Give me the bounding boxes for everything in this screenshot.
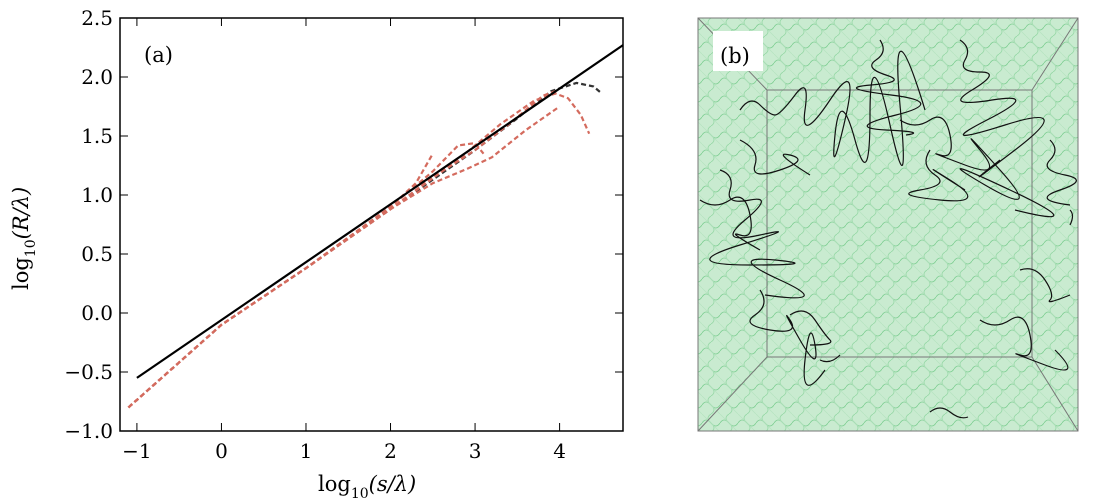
panel-b-render: (b) (697, 17, 1079, 432)
x-tick-label: 1 (300, 439, 313, 463)
y-tick-label: −1.0 (64, 419, 113, 443)
strand (789, 310, 832, 346)
x-tick-label: 4 (553, 439, 566, 463)
x-tick-label: −1 (122, 439, 151, 463)
y-axis-label-sub: 10 (23, 239, 39, 257)
y-tick-label: 1.5 (81, 124, 113, 148)
strand (908, 149, 969, 202)
strand (1046, 139, 1077, 206)
box-edge-br (1031, 356, 1079, 432)
y-tick-label: 1.0 (81, 183, 113, 207)
inner-box-edge (766, 89, 1033, 358)
strand (1019, 268, 1071, 303)
y-axis-label-main: log (9, 257, 33, 290)
y-tick-label: 2.0 (81, 65, 113, 89)
strand (979, 316, 1069, 371)
x-axis-label-arg: (s/λ) (369, 472, 417, 496)
x-axis-label-main: log (318, 472, 351, 496)
series-line (127, 141, 485, 409)
series-layer (127, 44, 624, 409)
polymer-strands (699, 39, 1077, 419)
strand (929, 407, 969, 419)
ticks-layer: −1 0 1 2 3 4 −1.0 −0.5 0.0 0.5 1.0 1.5 2.0 2.5 (64, 6, 623, 463)
box-edge-tr (1031, 17, 1079, 91)
plot-frame (119, 17, 624, 432)
panel-label-bg (136, 30, 184, 72)
strand (959, 39, 1045, 178)
panel-label-bg (713, 31, 763, 71)
strand (1069, 209, 1074, 226)
strand (739, 50, 926, 166)
fit-line (136, 44, 624, 379)
strand (709, 169, 805, 299)
x-tick-label: 3 (469, 439, 482, 463)
x-axis-label: log10(s/λ) (318, 472, 416, 499)
y-axis-label-arg: (R/λ) (9, 187, 33, 240)
strand (749, 289, 826, 386)
series-line (127, 92, 591, 409)
x-tick-label: 0 (215, 439, 228, 463)
y-tick-label: −0.5 (64, 360, 113, 384)
x-axis-label-sub: 10 (351, 486, 369, 499)
y-tick-label: 0.0 (81, 301, 113, 325)
series-line (127, 153, 434, 409)
render-box (697, 17, 1079, 432)
strand (819, 354, 841, 363)
panel-label-a: (a) (144, 43, 173, 67)
x-tick-label: 2 (384, 439, 397, 463)
y-tick-label: 0.5 (81, 242, 113, 266)
y-axis-label: log10(R/λ) (9, 187, 39, 290)
box-edge-bl (697, 356, 768, 432)
y-tick-label: 2.5 (81, 6, 113, 30)
strand (739, 139, 811, 176)
panel-a-plot: −1 0 1 2 3 4 −1.0 −0.5 0.0 0.5 1.0 1.5 2.0 2.5 (a) lo… (9, 6, 624, 499)
panel-label-b: (b) (720, 44, 750, 68)
strand (699, 196, 761, 251)
strand (899, 116, 1055, 218)
strand (856, 39, 922, 136)
series-line (127, 90, 556, 409)
